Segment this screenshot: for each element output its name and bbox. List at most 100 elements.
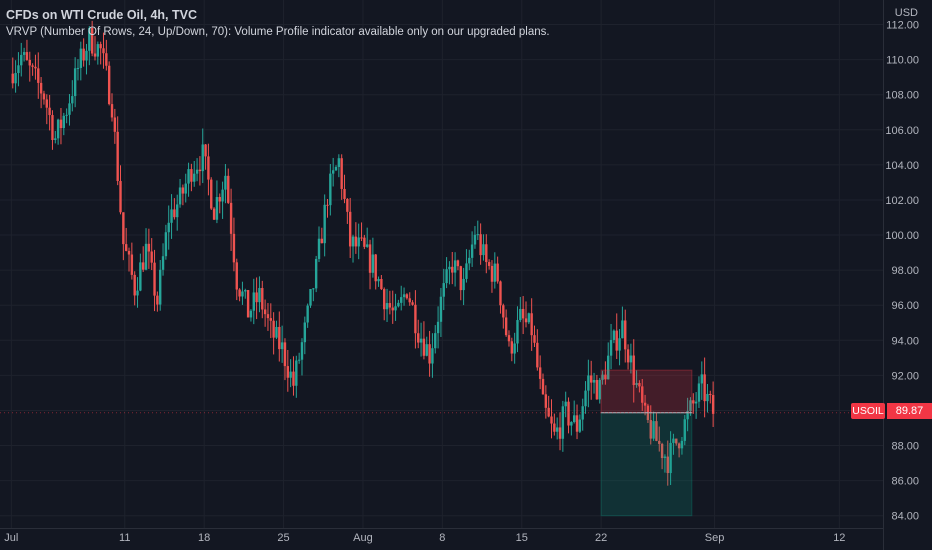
candle-body [79, 48, 83, 68]
candle-body [346, 198, 349, 212]
candle-body [218, 197, 221, 202]
candle-body [428, 344, 431, 364]
candle-body [102, 48, 105, 54]
candle-body [235, 262, 238, 290]
y-tick-label: 86.00 [891, 476, 919, 488]
candle-body [73, 68, 77, 97]
candle-body [340, 158, 343, 189]
candle-body [660, 443, 664, 459]
candle-body [159, 269, 162, 305]
candle-body [90, 27, 94, 54]
candle-body [312, 288, 315, 290]
candle-body [348, 211, 352, 247]
x-tick-label: 12 [833, 532, 845, 544]
candle-body [391, 307, 394, 311]
candle-body [502, 305, 505, 318]
candle-body [397, 302, 400, 307]
candle-body [150, 251, 153, 263]
candle-body [141, 262, 145, 270]
candle-body [652, 421, 655, 439]
candle-body [272, 320, 275, 338]
candle-body [527, 313, 531, 323]
candle-body [82, 48, 85, 61]
candle-body [295, 360, 298, 386]
candle-body [448, 266, 451, 270]
candle-body [422, 338, 426, 356]
candle-body [116, 131, 119, 182]
y-tick-label: 104.00 [885, 160, 919, 172]
candle-body [39, 82, 43, 94]
x-tick-label: 11 [119, 532, 130, 544]
candle-body [595, 379, 599, 400]
candle-body [34, 66, 37, 69]
chart-grid [0, 0, 883, 528]
candle-body [504, 317, 508, 336]
candle-body [456, 260, 460, 267]
candle-body [683, 419, 686, 441]
candle-body [635, 383, 638, 386]
candle-body [297, 359, 301, 361]
candle-body [516, 320, 519, 344]
candle-body [244, 290, 247, 292]
x-tick-label: 15 [516, 532, 528, 544]
candle-body [709, 393, 712, 396]
short-position-tool[interactable] [0, 369, 883, 517]
candle-body [711, 395, 715, 414]
candle-body [462, 278, 465, 291]
candle-body [649, 419, 652, 439]
candle-body [232, 233, 236, 263]
candle-body [533, 335, 536, 343]
symbol-badge: USOIL [851, 403, 885, 419]
y-tick-label: 88.00 [891, 441, 919, 453]
candle-body [700, 374, 703, 384]
candle-body [147, 243, 151, 252]
candle-body [164, 232, 168, 257]
candle-body [601, 374, 604, 380]
candle-body [473, 234, 477, 245]
candle-body [510, 341, 514, 354]
candle-body [366, 244, 369, 247]
x-tick-label: Sep [705, 532, 725, 544]
candle-body [507, 335, 511, 342]
candle-body [255, 292, 258, 303]
candle-body [572, 415, 576, 423]
indicator-legend: VRVP (Number Of Rows, 24, Up/Down, 70): … [6, 26, 550, 38]
x-tick-label: 8 [439, 532, 445, 544]
y-tick-label: 112.00 [886, 20, 919, 32]
candle-body [326, 204, 329, 206]
candle-body [11, 73, 14, 84]
candle-body [470, 244, 474, 258]
candle-body [96, 44, 100, 57]
candle-body [343, 188, 346, 199]
candle-body [405, 294, 409, 299]
candle-body [377, 278, 380, 282]
x-tick-label: Jul [4, 532, 18, 544]
candle-body [56, 119, 60, 139]
candle-body [22, 52, 26, 55]
candle-body [286, 366, 290, 378]
candle-body [136, 290, 139, 296]
y-tick-label: 108.00 [885, 90, 919, 102]
candle-body [292, 371, 295, 386]
candle-body [590, 375, 593, 383]
price-axis[interactable]: 112.00 110.00 108.00 106.00 104.00 102.00 100.… [883, 0, 920, 550]
candle-body [161, 256, 165, 270]
candle-body [133, 274, 136, 296]
candle-body [110, 104, 114, 118]
candle-body [706, 393, 709, 402]
candle-body [99, 44, 102, 49]
candle-body [187, 169, 190, 184]
candle-body [207, 156, 210, 180]
candle-body [697, 383, 701, 402]
candle-body [663, 456, 667, 459]
candle-body [689, 400, 692, 411]
candle-body [374, 254, 377, 282]
candle-body [317, 238, 321, 259]
y-tick-label: 100.00 [885, 230, 919, 242]
candle-body [550, 416, 553, 424]
candle-body [643, 402, 647, 406]
candle-body [655, 421, 658, 441]
candle-body [71, 96, 74, 104]
time-axis[interactable]: Jul 11 18 25 Aug 8 15 22 Sep 12 [0, 528, 883, 545]
